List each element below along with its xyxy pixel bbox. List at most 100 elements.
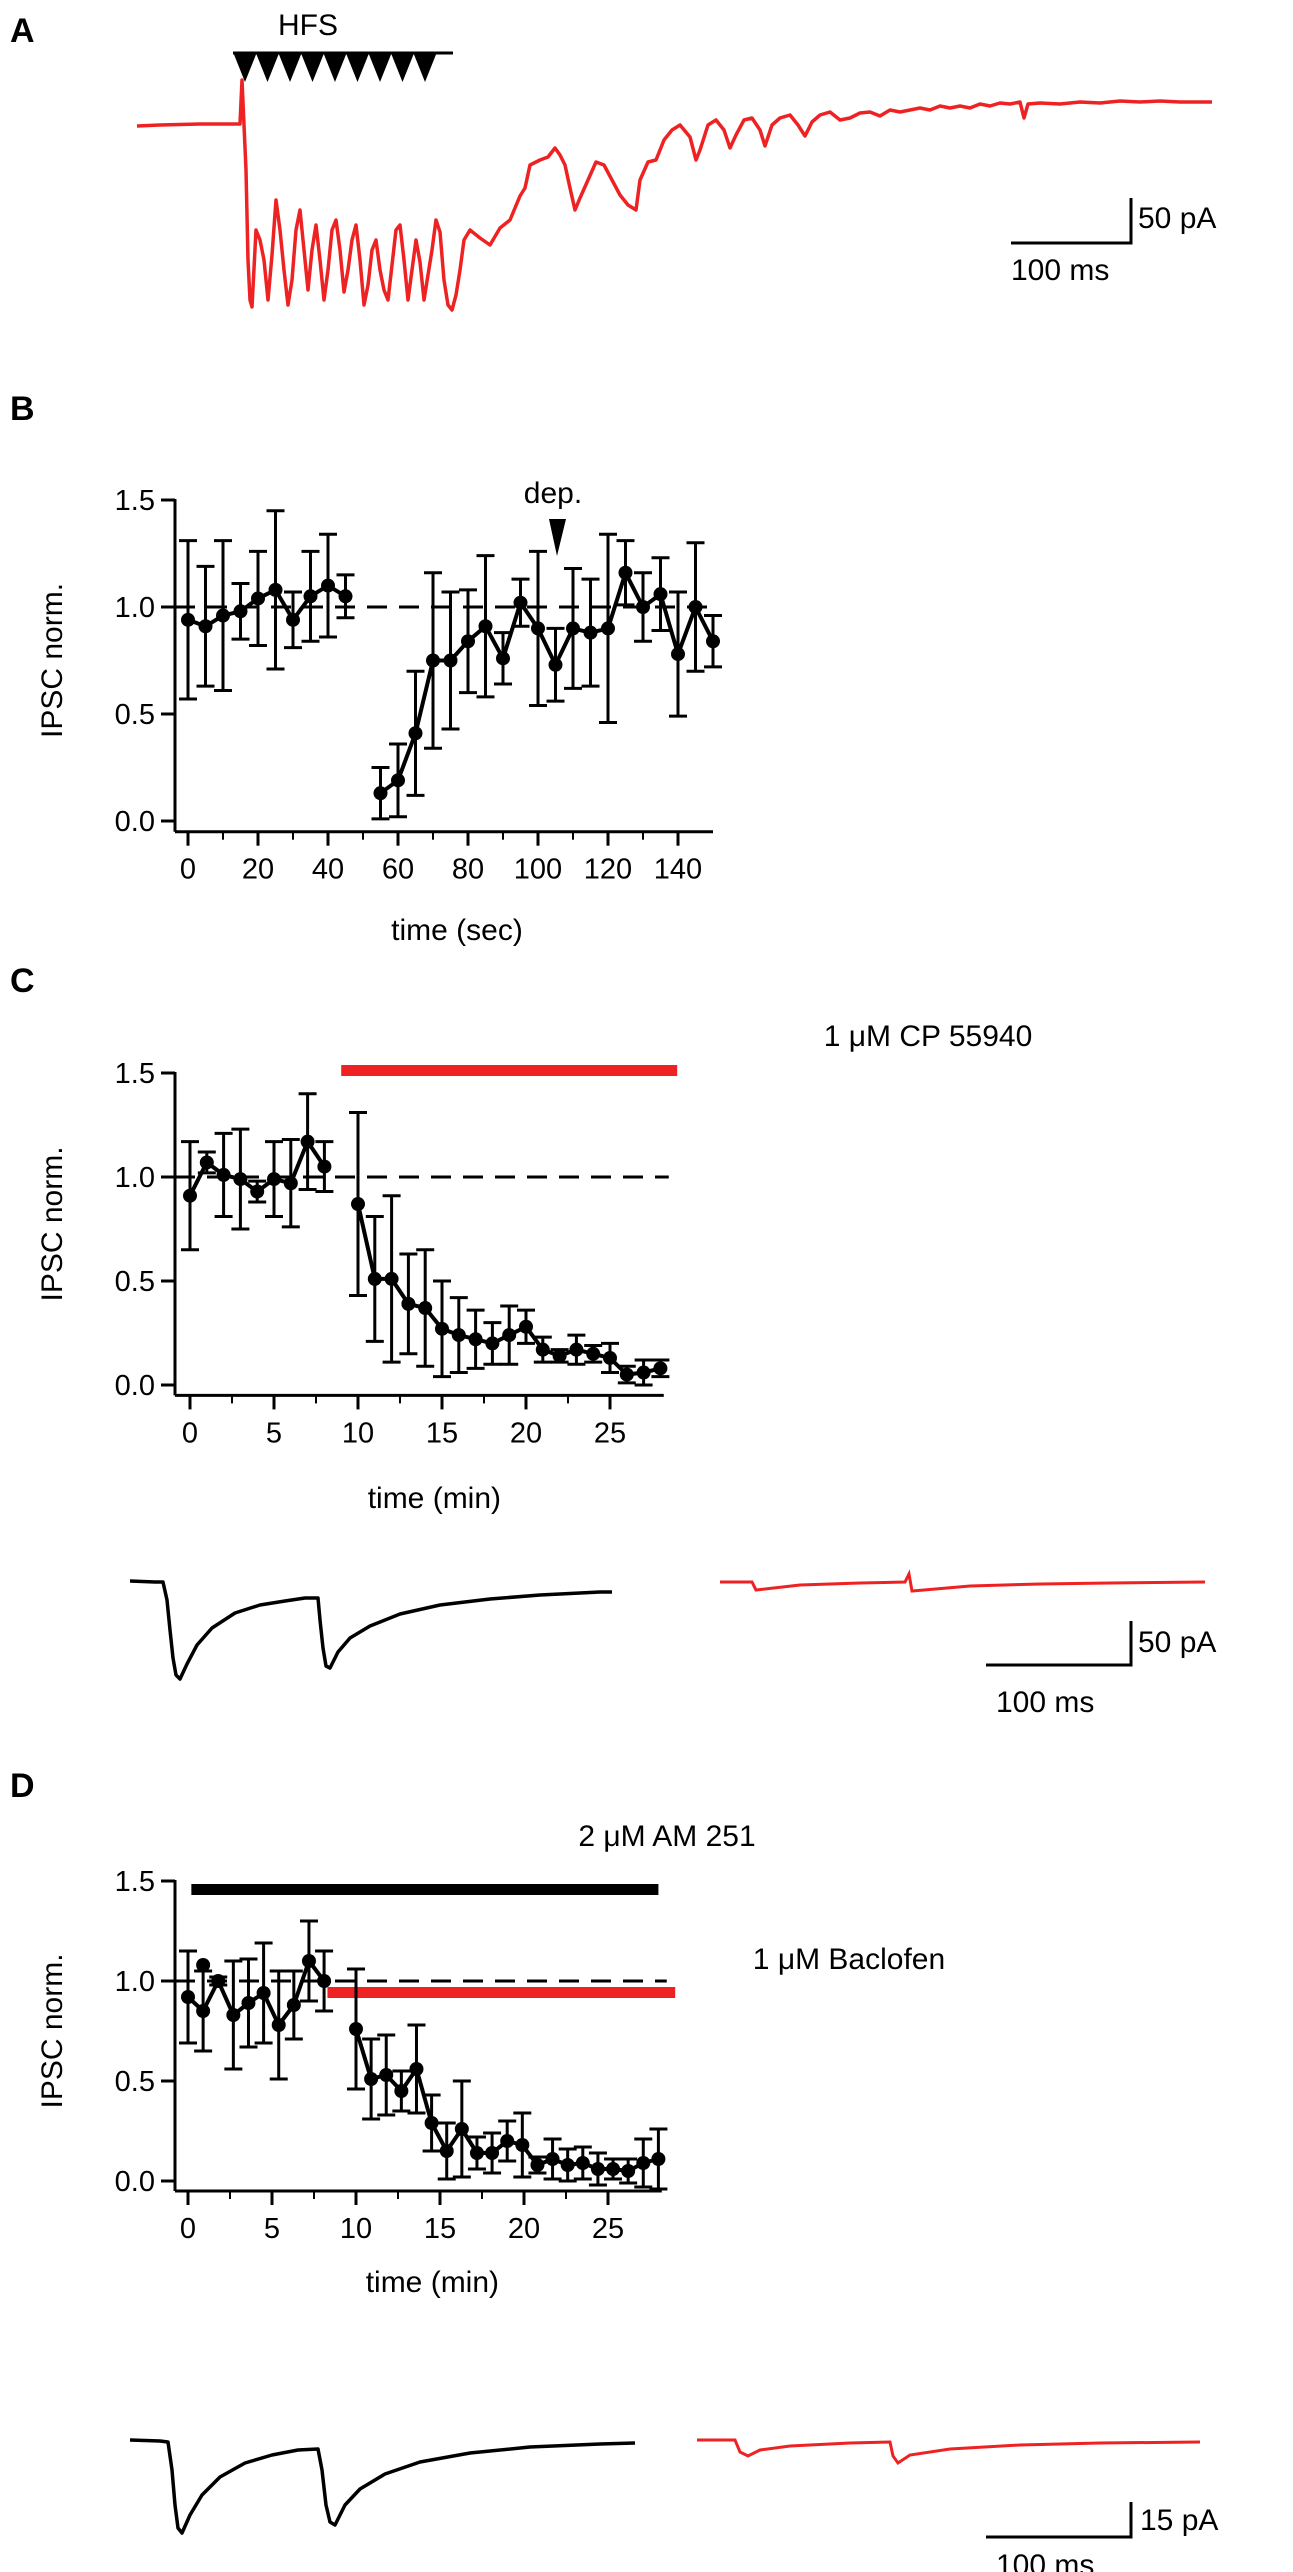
data-point-b <box>373 786 388 801</box>
data-point-b <box>671 647 685 662</box>
panel-a: A HFS 50 pA 100 ms <box>10 9 1216 312</box>
data-point-b <box>233 604 248 619</box>
data-point-c <box>502 1328 517 1343</box>
data-point-b <box>706 634 720 649</box>
scale-bar-c-current: 50 pA <box>1138 1626 1216 1659</box>
data-point-c <box>485 1336 500 1351</box>
scale-bar-c-time: 100 ms <box>996 1686 1094 1719</box>
x-axis-label-d: time (min) <box>366 2266 499 2299</box>
data-point-b <box>636 600 650 614</box>
data-point-b <box>181 612 195 627</box>
data-point-c <box>367 1271 382 1286</box>
x-tick-label-c: 10 <box>342 1417 374 1449</box>
data-point-b <box>566 621 580 636</box>
data-point-d <box>606 2162 621 2176</box>
data-point-c <box>317 1159 332 1174</box>
data-point-d <box>226 2008 241 2022</box>
data-point-d <box>651 2152 666 2166</box>
y-axis-label-d: IPSC norm. <box>36 1953 69 2108</box>
data-point-d <box>590 2162 605 2176</box>
data-point-c <box>636 1365 651 1380</box>
scale-bar-d: 15 pA 100 ms <box>986 2502 1218 2572</box>
data-point-c <box>653 1361 668 1376</box>
data-point-d <box>181 1990 195 2004</box>
data-point-d <box>424 2116 439 2130</box>
data-point-d <box>271 2018 286 2032</box>
data-point-d <box>241 1996 256 2010</box>
data-point-d <box>196 1958 211 1972</box>
chart-c: 0.0 0.5 1.0 1.5 0 5 10 15 20 25 time (min) IPSC nor… <box>36 1020 1032 1515</box>
y-tick-label-c: 1.5 <box>115 1058 155 1090</box>
x-tick-label-d: 25 <box>592 2213 624 2245</box>
control-trace-d <box>129 2438 636 2535</box>
stimulus-marker-icon <box>278 52 302 82</box>
data-point-b <box>303 589 318 604</box>
scale-bar-a-current: 50 pA <box>1138 202 1216 235</box>
data-point-c <box>435 1321 449 1336</box>
data-point-d <box>256 1986 271 2000</box>
data-point-c <box>603 1350 617 1365</box>
data-point-d <box>409 2062 424 2076</box>
data-point-d <box>515 2138 530 2152</box>
data-point-d <box>575 2156 590 2170</box>
data-point-b <box>216 608 230 623</box>
data-point-b <box>583 625 598 640</box>
scale-bar-a: 50 pA 100 ms <box>1011 198 1216 287</box>
x-tick-label-b: 100 <box>514 854 562 886</box>
data-point-c <box>586 1346 601 1361</box>
data-point-b <box>531 621 545 636</box>
data-point-c <box>519 1319 533 1334</box>
dep-label: dep. <box>524 477 582 510</box>
data-point-c <box>619 1367 634 1382</box>
panel-d: D 0.0 0.5 1.0 1.5 0 5 10 15 20 25 time (min) IPSC n… <box>10 1767 1218 2572</box>
data-point-d <box>500 2134 515 2148</box>
data-point-d <box>349 2022 363 2036</box>
x-tick-label-d: 15 <box>424 2213 456 2245</box>
data-point-d <box>439 2144 454 2158</box>
drug-bar-d <box>191 1884 659 1895</box>
scale-bar-d-current: 15 pA <box>1140 2504 1218 2537</box>
drug-trace-d <box>697 2438 1201 2466</box>
panel-c-label: C <box>10 962 35 1000</box>
stimulus-marker-icon <box>368 52 392 82</box>
y-tick-label-c: 0.5 <box>115 1266 155 1298</box>
data-point-b <box>461 634 475 649</box>
stimulus-marker-icon <box>413 52 437 82</box>
y-tick-label-d: 1.5 <box>115 1866 155 1898</box>
data-point-c <box>267 1172 281 1187</box>
dep-arrow-icon <box>549 519 566 556</box>
scale-bar-d-time: 100 ms <box>996 2549 1094 2572</box>
series-line-d <box>186 1959 326 2027</box>
data-point-d <box>545 2152 560 2166</box>
y-tick-label-d: 1.0 <box>115 1966 155 1998</box>
panel-b-label: B <box>10 390 35 428</box>
scale-bar-a-time: 100 ms <box>1011 254 1109 287</box>
data-point-d <box>485 2146 500 2160</box>
y-tick-label-b: 1.0 <box>115 592 155 624</box>
data-point-d <box>379 2068 394 2082</box>
stimulus-marker-icon <box>390 52 415 82</box>
hfs-label: HFS <box>278 9 338 42</box>
data-point-c <box>233 1172 248 1187</box>
data-point-c <box>300 1134 315 1149</box>
chart-b: 0.0 0.5 1.0 1.5 0 20 40 60 80 100 120 140 time (sec)… <box>36 485 722 947</box>
data-point-b <box>198 619 213 634</box>
x-tick-label-c: 0 <box>182 1417 198 1449</box>
data-point-d <box>286 1998 301 2012</box>
data-point-b <box>408 726 423 741</box>
data-point-b <box>478 619 493 634</box>
stimulus-marker-icon <box>323 52 347 82</box>
series-line-b <box>187 583 347 629</box>
drug-bar-label-c: 1 μM CP 55940 <box>824 1020 1033 1053</box>
y-tick-label-b: 0.0 <box>115 806 155 838</box>
data-point-b <box>618 565 633 580</box>
y-tick-label-c: 1.0 <box>115 1162 155 1194</box>
x-axis-label-b: time (sec) <box>391 914 523 947</box>
data-point-c <box>569 1342 584 1357</box>
stimulus-marker-icon <box>345 52 370 82</box>
data-point-c <box>401 1296 416 1311</box>
data-point-b <box>338 589 353 604</box>
x-tick-label-d: 5 <box>264 2213 280 2245</box>
chart-d: 0.0 0.5 1.0 1.5 0 5 10 15 20 25 time (min) IPSC nor… <box>36 1820 945 2299</box>
panel-d-label: D <box>10 1767 35 1805</box>
